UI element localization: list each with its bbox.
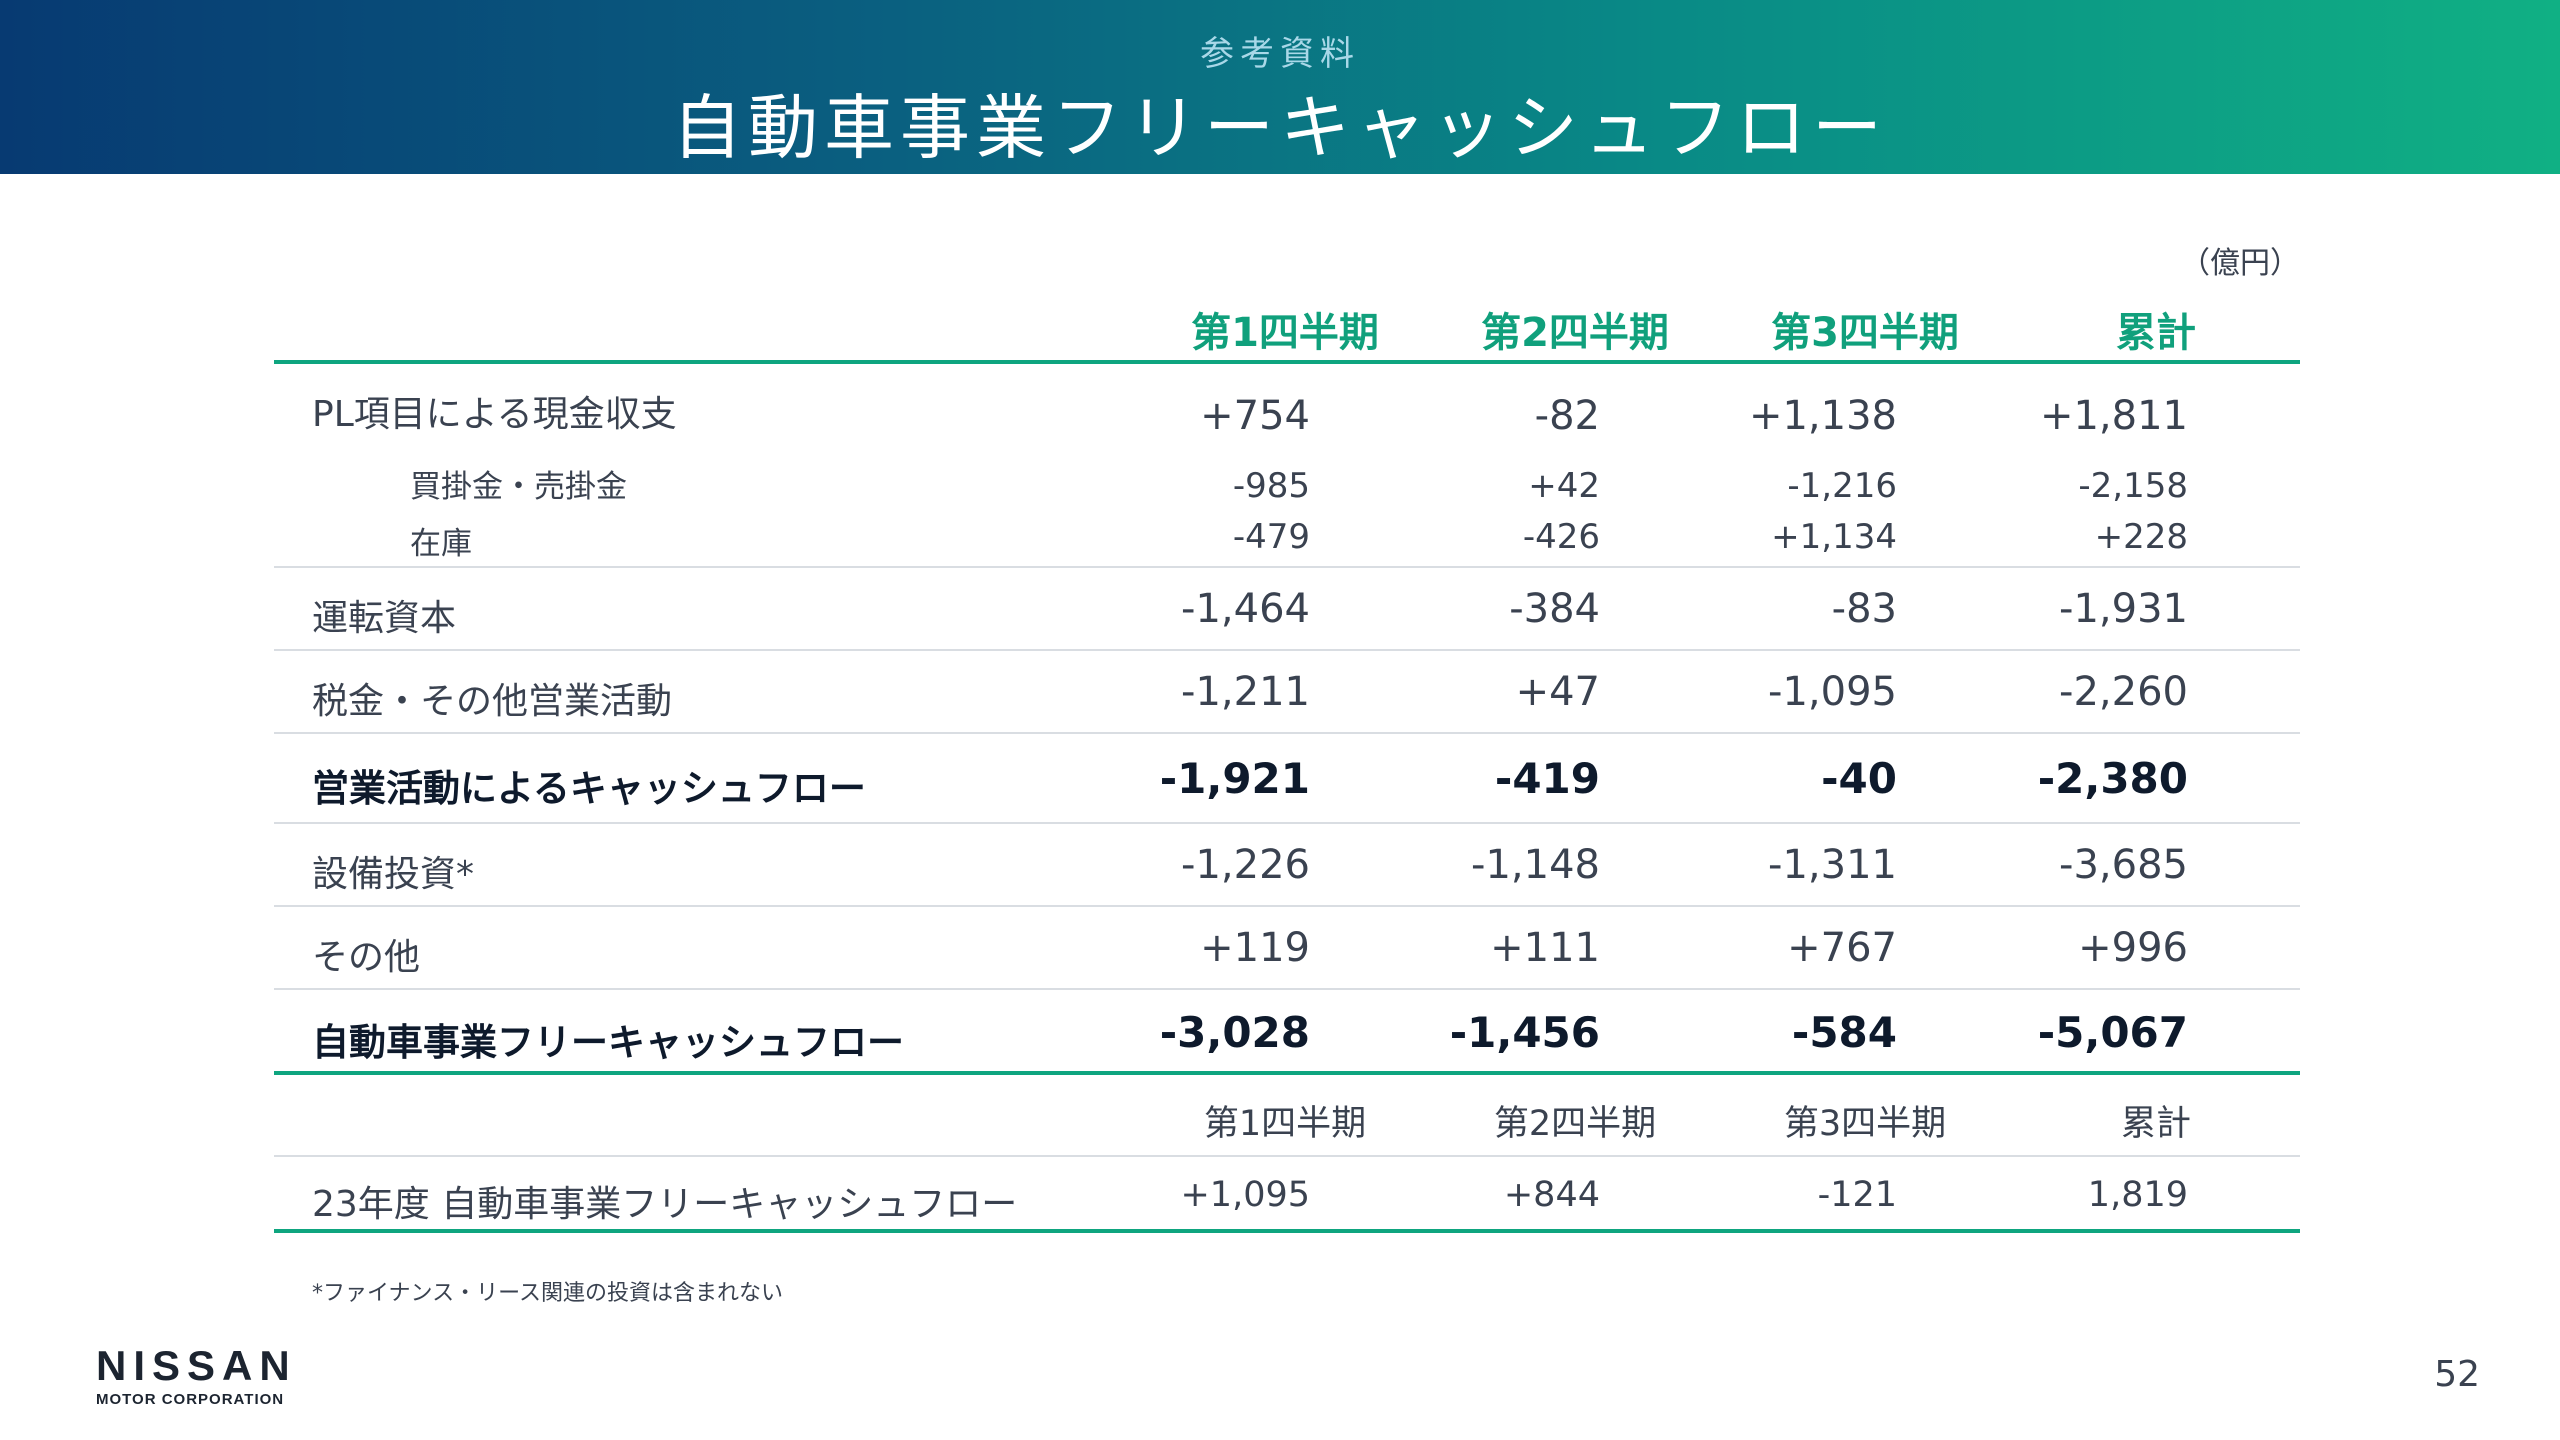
table-top-rule — [274, 360, 2300, 364]
cell: -1,226 — [1181, 842, 1310, 888]
cell: -426 — [1522, 517, 1600, 557]
cell: +47 — [1515, 669, 1600, 715]
cell: -419 — [1494, 754, 1600, 803]
cell: -5,067 — [2037, 1008, 2188, 1057]
cell: +1,811 — [2039, 393, 2188, 439]
logo-name: NISSAN — [96, 1342, 297, 1389]
cell: -1,456 — [1449, 1008, 1600, 1057]
cell: -1,464 — [1181, 586, 1310, 632]
page-subtitle: 参考資料 — [1200, 34, 1360, 74]
cell: -83 — [1831, 586, 1897, 632]
row-divider — [274, 822, 2300, 824]
cell: -1,931 — [2059, 586, 2188, 632]
cell: +228 — [2094, 517, 2188, 557]
row-divider — [274, 1155, 2300, 1157]
row-divider — [274, 566, 2300, 568]
cell: -479 — [1232, 517, 1310, 557]
cell: -3,685 — [2059, 842, 2188, 888]
row-divider — [274, 732, 2300, 734]
prev-col-header-total: 累計 — [2120, 1104, 2191, 1144]
footnote: *ファイナンス・リース関連の投資は含まれない — [312, 1281, 784, 1306]
cell: +754 — [1200, 393, 1310, 439]
row-divider — [274, 905, 2300, 907]
cell: -384 — [1509, 586, 1600, 632]
row-divider — [274, 649, 2300, 651]
row-divider — [274, 988, 2300, 990]
cell: +1,134 — [1771, 517, 1897, 557]
cell: -1,311 — [1768, 842, 1897, 888]
cell: -584 — [1791, 1008, 1897, 1057]
cell: -2,158 — [2078, 466, 2188, 506]
prev-col-header-q2: 第2四半期 — [1493, 1104, 1657, 1144]
table-mid-rule — [274, 1071, 2300, 1075]
cell: -1,921 — [1159, 754, 1310, 803]
col-header-q2: 第2四半期 — [1481, 310, 1669, 356]
unit-label: （億円） — [2180, 246, 2300, 281]
row-label-capex: 設備投資* — [312, 854, 475, 895]
cell: +119 — [1200, 925, 1310, 971]
col-header-q1: 第1四半期 — [1191, 310, 1379, 356]
cell: -3,028 — [1159, 1008, 1310, 1057]
header-banner: 参考資料 自動車事業フリーキャッシュフロー — [0, 0, 2560, 174]
cell: -121 — [1817, 1175, 1897, 1215]
col-header-q3: 第3四半期 — [1771, 310, 1959, 356]
cell: -2,260 — [2059, 669, 2188, 715]
cell: +996 — [2078, 925, 2188, 971]
prev-col-header-q1: 第1四半期 — [1203, 1104, 1367, 1144]
cell: -1,148 — [1471, 842, 1600, 888]
row-label-prev-year-fcf: 23年度 自動車事業フリーキャッシュフロー — [312, 1184, 1018, 1225]
row-label-taxes-other: 税金・その他営業活動 — [312, 681, 673, 722]
row-label-inventory: 在庫 — [410, 526, 472, 562]
cell: -1,095 — [1768, 669, 1897, 715]
cell: +42 — [1528, 466, 1600, 506]
col-header-total: 累計 — [2116, 310, 2196, 356]
row-label-operating-cf: 営業活動によるキャッシュフロー — [312, 767, 866, 810]
cell: +111 — [1490, 925, 1600, 971]
logo-subtext: MOTOR CORPORATION — [96, 1391, 285, 1408]
cell: +844 — [1503, 1175, 1600, 1215]
row-label-pl-cash: PL項目による現金収支 — [312, 394, 677, 435]
cell: +1,138 — [1748, 393, 1897, 439]
prev-col-header-q3: 第3四半期 — [1783, 1104, 1947, 1144]
row-label-payables-receivables: 買掛金・売掛金 — [410, 469, 627, 505]
cell: -2,380 — [2037, 754, 2188, 803]
cell: +1,095 — [1180, 1175, 1310, 1215]
cell: -985 — [1232, 466, 1310, 506]
row-label-auto-fcf: 自動車事業フリーキャッシュフロー — [312, 1021, 904, 1064]
cell: 1,819 — [2087, 1175, 2188, 1215]
cell: +767 — [1787, 925, 1897, 971]
page-title: 自動車事業フリーキャッシュフロー — [672, 87, 1888, 169]
cell: -1,211 — [1181, 669, 1310, 715]
row-label-working-capital: 運転資本 — [312, 598, 457, 639]
nissan-logo: NISSAN MOTOR CORPORATION — [96, 1342, 297, 1409]
cell: -82 — [1534, 393, 1600, 439]
row-label-other: その他 — [312, 937, 421, 978]
table-bottom-rule — [274, 1229, 2300, 1233]
cell: -1,216 — [1787, 466, 1897, 506]
page-number: 52 — [2434, 1354, 2480, 1395]
cell: -40 — [1821, 754, 1897, 803]
